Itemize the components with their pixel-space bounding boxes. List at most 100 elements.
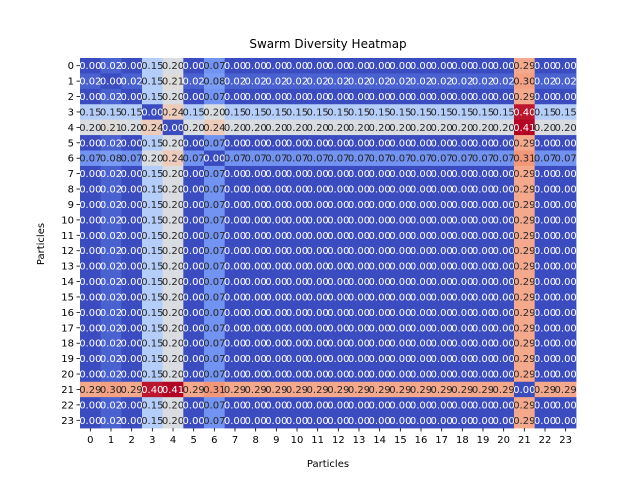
cell-value-label-10-16: 0.00 (410, 215, 432, 226)
heatmap-cell-17-1 (100, 320, 122, 336)
heatmap-cell-11-6 (204, 227, 226, 244)
heatmap-cell-16-19 (472, 304, 494, 321)
heatmap-cell-6-23 (555, 150, 577, 167)
heatmap-cell-7-17 (431, 165, 453, 182)
heatmap-cell-13-20 (493, 258, 515, 275)
cell-value-label-9-12: 0.00 (327, 200, 349, 211)
cell-value-label-0-3: 0.15 (141, 61, 163, 72)
heatmap-cell-15-3 (142, 289, 164, 306)
x-tick-label-12: 12 (332, 435, 345, 446)
cell-value-label-6-18: 0.07 (451, 154, 473, 165)
heatmap-cell-17-2 (121, 320, 143, 336)
cell-value-label-8-1: 0.02 (100, 185, 122, 196)
cell-value-label-17-1: 0.02 (100, 323, 122, 334)
heatmap-cell-0-17 (431, 58, 453, 74)
heatmap-cell-2-19 (472, 88, 494, 105)
heatmap-cell-4-10 (286, 119, 308, 136)
heatmap-cell-4-3 (142, 119, 164, 136)
y-tick-label-21: 21 (61, 385, 74, 396)
heatmap-cell-5-20 (493, 135, 515, 151)
cell-value-label-2-18: 0.00 (451, 92, 473, 103)
cell-value-label-14-11: 0.00 (307, 277, 329, 288)
heatmap-cell-0-16 (410, 58, 432, 74)
heatmap-cell-12-16 (410, 243, 432, 259)
cell-value-label-12-1: 0.02 (100, 246, 122, 257)
heatmap-cell-11-17 (431, 227, 453, 244)
heatmap-cell-23-10 (286, 412, 308, 429)
heatmap-cell-1-17 (431, 73, 453, 90)
x-axis-ticks: 0 1 2 3 4 5 6 7 8 9 10 11 12 13 14 15 16 17 18 19 20 21 22 23 (87, 428, 572, 446)
heatmap-cell-2-16 (410, 88, 432, 105)
cell-value-label-22-22: 0.00 (534, 400, 556, 411)
cell-value-label-8-16: 0.00 (410, 185, 432, 196)
cell-value-label-1-7: 0.02 (224, 77, 246, 88)
heatmap-cell-14-21 (514, 273, 536, 290)
cell-value-label-6-10: 0.07 (286, 154, 308, 165)
cell-value-label-5-5: 0.00 (183, 138, 205, 149)
heatmap-cell-12-7 (224, 243, 246, 259)
heatmap-cell-14-11 (307, 273, 329, 290)
heatmap-cell-10-4 (162, 212, 184, 228)
heatmap-cell-20-5 (183, 366, 205, 383)
cell-value-label-6-20: 0.07 (493, 154, 515, 165)
cell-value-label-22-7: 0.00 (224, 400, 246, 411)
heatmap-cell-17-4 (162, 320, 184, 336)
cell-value-label-11-7: 0.00 (224, 231, 246, 242)
cell-value-label-5-21: 0.29 (513, 138, 535, 149)
cell-value-label-20-16: 0.00 (410, 370, 432, 381)
heatmap-cell-3-2 (121, 104, 143, 121)
cell-value-label-20-13: 0.00 (348, 370, 370, 381)
cell-value-label-18-1: 0.02 (100, 339, 122, 350)
cell-value-label-11-16: 0.00 (410, 231, 432, 242)
cell-value-label-13-3: 0.15 (141, 262, 163, 273)
heatmap-cell-13-16 (410, 258, 432, 275)
heatmap-cell-12-5 (183, 243, 205, 259)
cell-value-label-1-11: 0.02 (307, 77, 329, 88)
cell-value-label-0-14: 0.00 (369, 61, 391, 72)
heatmap-cell-9-9 (266, 196, 288, 213)
cell-value-label-8-21: 0.29 (513, 185, 535, 196)
cell-value-label-20-2: 0.00 (121, 370, 143, 381)
heatmap-cell-16-21 (514, 304, 536, 321)
heatmap-cell-2-21 (514, 88, 536, 105)
heatmap-cell-8-8 (245, 181, 267, 198)
x-tick-label-0: 0 (87, 435, 93, 446)
cell-value-label-10-23: 0.00 (555, 215, 577, 226)
heatmap-cell-16-20 (493, 304, 515, 321)
cell-value-label-22-16: 0.00 (410, 400, 432, 411)
cell-value-label-5-14: 0.00 (369, 138, 391, 149)
cell-value-label-16-17: 0.00 (431, 308, 453, 319)
heatmap-cell-1-2 (121, 73, 143, 90)
cell-value-label-15-0: 0.00 (79, 292, 101, 303)
cell-value-label-10-20: 0.00 (493, 215, 515, 226)
cell-value-label-17-19: 0.00 (472, 323, 494, 334)
cell-value-label-21-10: 0.29 (286, 385, 308, 396)
cell-value-label-10-21: 0.29 (513, 215, 535, 226)
cell-value-label-6-6: 0.00 (203, 154, 225, 165)
cell-value-label-18-23: 0.00 (555, 339, 577, 350)
heatmap-cell-15-16 (410, 289, 432, 306)
cell-value-label-7-8: 0.00 (245, 169, 267, 180)
cell-value-label-18-7: 0.00 (224, 339, 246, 350)
heatmap-cell-12-22 (534, 243, 556, 259)
cell-value-label-14-13: 0.00 (348, 277, 370, 288)
cell-value-label-23-19: 0.00 (472, 416, 494, 427)
cell-value-label-9-13: 0.00 (348, 200, 370, 211)
heatmap-cell-15-17 (431, 289, 453, 306)
cell-value-label-1-15: 0.02 (389, 77, 411, 88)
heatmap-cell-4-2 (121, 119, 143, 136)
cell-value-label-15-17: 0.00 (431, 292, 453, 303)
heatmap-cell-2-9 (266, 88, 288, 105)
cell-value-label-11-5: 0.00 (183, 231, 205, 242)
heatmap-cell-12-19 (472, 243, 494, 259)
heatmap-cell-22-16 (410, 397, 432, 413)
heatmap-cell-14-18 (452, 273, 474, 290)
heatmap-cell-3-14 (369, 104, 391, 121)
heatmap-cell-3-15 (390, 104, 412, 121)
cell-value-label-18-12: 0.00 (327, 339, 349, 350)
y-tick-label-20: 20 (61, 370, 74, 381)
heatmap-cell-4-9 (266, 119, 288, 136)
heatmap-cell-17-23 (555, 320, 577, 336)
heatmap-cell-20-0 (80, 366, 102, 383)
